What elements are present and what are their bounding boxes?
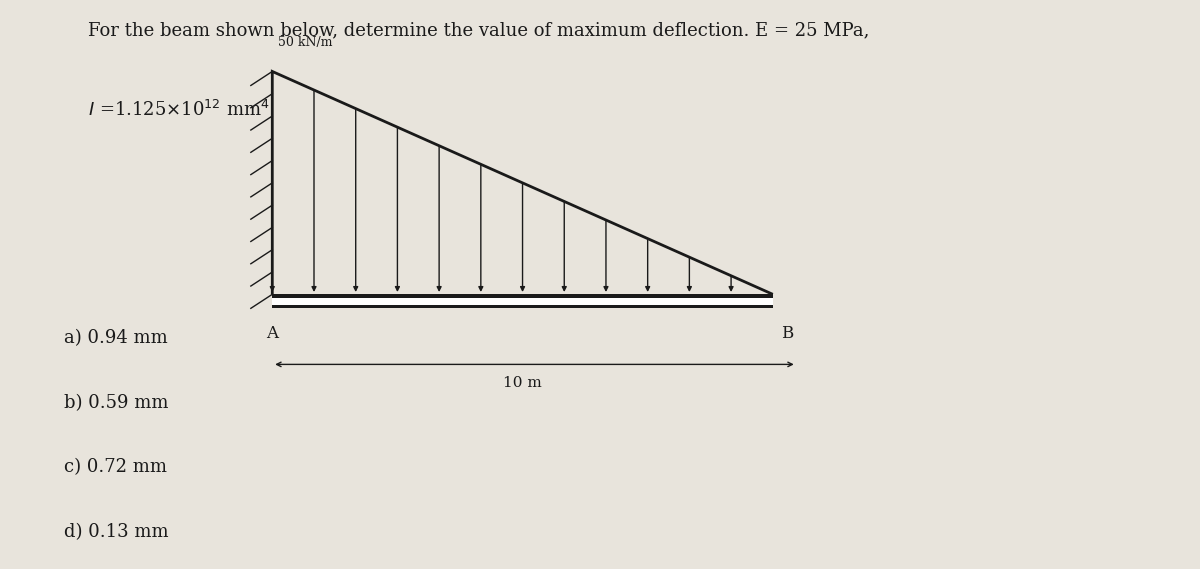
Text: For the beam shown below, determine the value of maximum deflection. E = 25 MPa,: For the beam shown below, determine the … xyxy=(88,21,869,39)
Text: A: A xyxy=(266,325,278,342)
Text: a) 0.94 mm: a) 0.94 mm xyxy=(64,329,168,347)
Bar xyxy=(272,294,773,308)
Text: 10 m: 10 m xyxy=(503,376,542,390)
Text: d) 0.13 mm: d) 0.13 mm xyxy=(64,523,168,541)
Text: c) 0.72 mm: c) 0.72 mm xyxy=(64,458,167,476)
Bar xyxy=(272,298,773,305)
Text: B: B xyxy=(781,325,793,342)
Text: b) 0.59 mm: b) 0.59 mm xyxy=(64,394,168,412)
Text: 50 kN/m: 50 kN/m xyxy=(278,36,332,49)
Text: $I$ =1.125$\times$10$^{12}$ mm$^{4}$: $I$ =1.125$\times$10$^{12}$ mm$^{4}$ xyxy=(88,100,269,119)
